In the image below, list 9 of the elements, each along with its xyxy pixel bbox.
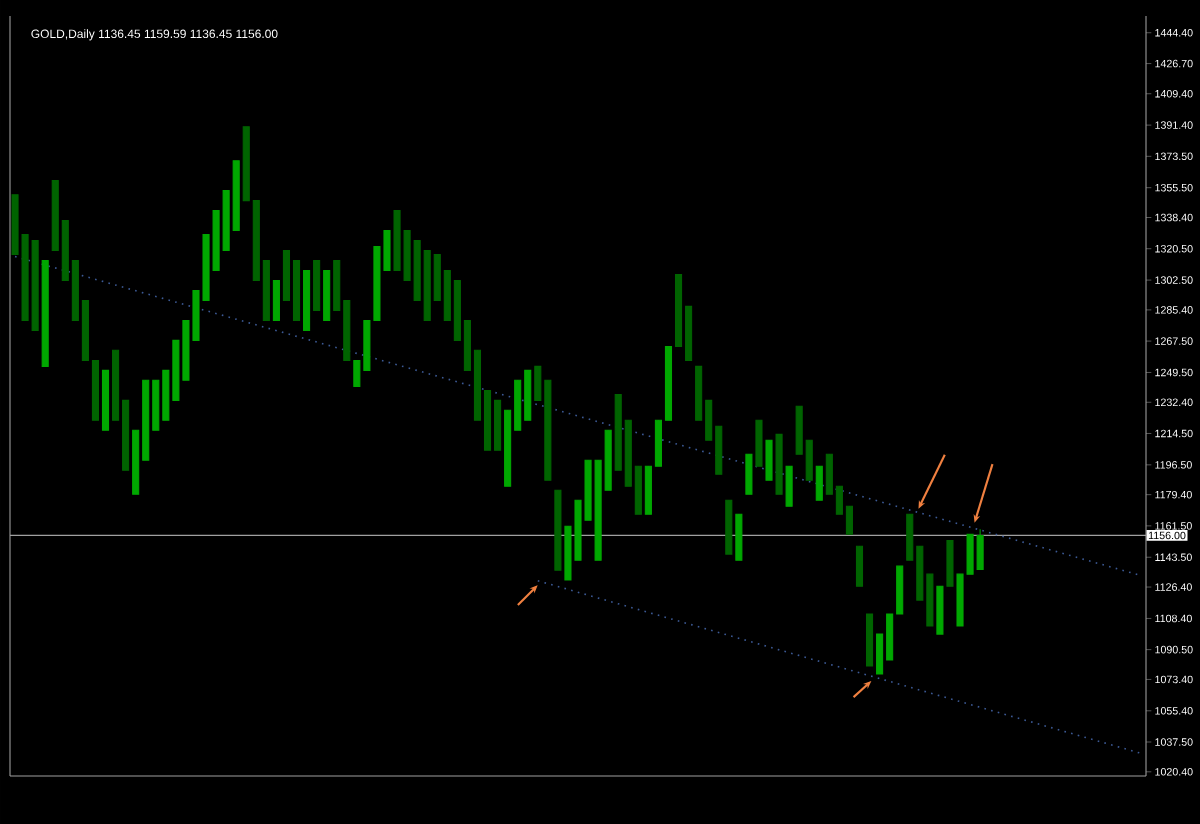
candlestick [775,433,783,495]
candlestick [554,489,562,571]
candlestick [755,419,763,467]
candlestick [765,439,773,481]
candlestick [785,465,793,507]
candlestick [946,539,954,587]
candlestick [745,453,753,495]
candlestick [936,585,944,635]
candlestick [735,513,743,561]
